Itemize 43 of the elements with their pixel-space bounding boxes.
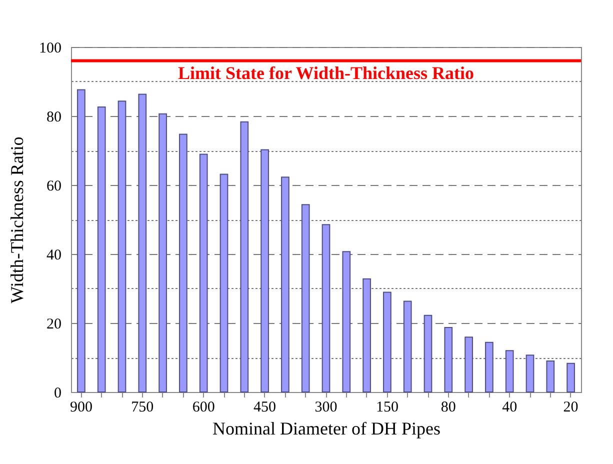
x-tick-label: 150 [376,400,398,416]
x-tick-label: 600 [192,400,215,416]
x-tick-label: 750 [131,400,154,416]
x-tick-label: 20 [563,400,578,416]
bar [464,336,473,392]
ref-line-label: Limit State for Width-Thickness Ratio [178,62,474,83]
bar [199,154,208,392]
bar [526,354,534,392]
bar [383,292,392,392]
bar [301,204,310,392]
x-tick-label: 300 [314,400,338,416]
x-tick-label: 450 [254,400,276,416]
x-tick-label: 80 [440,400,456,416]
bar [546,360,555,392]
bar [281,176,290,392]
bar [444,326,453,392]
y-tick-label: 40 [46,248,62,264]
bar [485,342,494,392]
y-axis-title: Width-Thickness Ratio [7,136,27,304]
bar [138,94,147,392]
bar [566,362,575,392]
x-tick-label: 40 [502,400,518,416]
y-tick-label: 20 [46,316,62,332]
y-tick-label: 80 [46,110,62,126]
y-tick-label: 60 [46,178,62,194]
bar [322,224,330,392]
x-axis-title: Nominal Diameter of DH Pipes [212,418,440,438]
x-tick-label: 900 [70,400,92,416]
bar [424,314,432,392]
bar [220,174,228,392]
bar [240,121,249,392]
bar [342,251,351,392]
bar [403,300,412,392]
bar [260,149,269,392]
bar [118,100,126,392]
y-tick-label: 0 [54,386,62,402]
bar [97,106,106,392]
y-tick-label: 100 [39,40,62,56]
bar [158,113,167,392]
bar [505,350,514,392]
bar [362,278,371,392]
bar [179,134,188,392]
bar [77,89,86,392]
